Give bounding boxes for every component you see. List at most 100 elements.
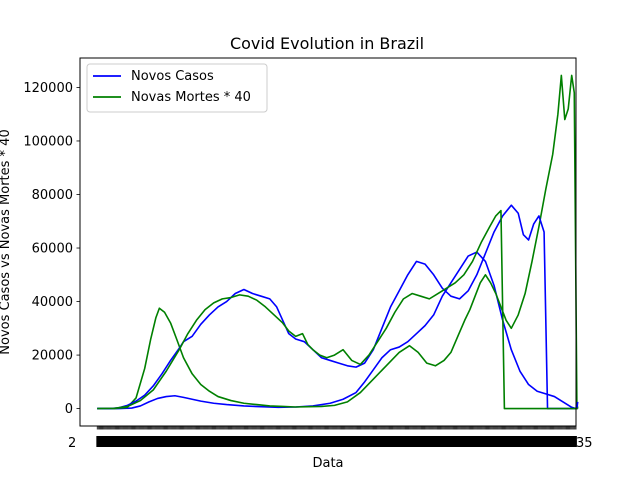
x-tick-label-glyph (156, 436, 158, 447)
x-tick-label-glyph (225, 436, 228, 447)
x-tick-label-glyph (371, 436, 374, 447)
x-tick-label-glyph (496, 436, 498, 447)
y-tick-label: 0 (65, 402, 73, 417)
x-tick-label-glyph (159, 436, 162, 447)
x-tick-label-glyph (288, 436, 291, 447)
x-tick-label-glyph (480, 436, 483, 447)
x-tick-label-glyph (241, 436, 244, 447)
x-tick-label-glyph (120, 436, 123, 447)
x-tick-label-glyph (402, 436, 405, 447)
x-tick-label-left: 2 (68, 436, 76, 451)
x-tick-label-glyph (408, 436, 411, 447)
x-tick-label-glyph (279, 436, 282, 447)
x-tick-label-glyph (271, 436, 274, 447)
x-tick-label-glyph (112, 436, 115, 447)
x-tick-label-glyph (194, 436, 197, 447)
x-tick-label-glyph (213, 436, 216, 447)
x-tick-label-glyph (443, 436, 446, 447)
x-tick-label-glyph (104, 436, 107, 447)
series-layer (97, 74, 579, 410)
x-tick-label-glyph (118, 436, 121, 447)
x-tick-label-glyph (282, 436, 285, 447)
x-tick-label-glyph (333, 436, 335, 447)
x-tick-label-glyph (342, 436, 345, 447)
x-tick-label-glyph (256, 436, 259, 447)
x-tick-label-glyph (367, 436, 369, 447)
x-tick-label-glyph (224, 436, 227, 447)
x-tick-label-glyph (535, 436, 538, 447)
x-tick-label-glyph (143, 436, 146, 447)
x-axis-ticks (96, 426, 577, 447)
x-tick-label-glyph (326, 436, 329, 447)
x-tick-label-glyph (528, 436, 530, 447)
x-tick-label-glyph (354, 436, 357, 447)
x-tick-label-glyph (513, 436, 516, 447)
x-tick-label-glyph (335, 436, 337, 447)
x-tick-label-glyph (207, 436, 210, 447)
x-tick-label-glyph (250, 436, 253, 447)
x-tick-label-glyph (317, 436, 319, 447)
x-tick-label-glyph (318, 436, 320, 447)
x-tick-label-glyph (273, 436, 276, 447)
x-tick-label-glyph (346, 436, 349, 447)
y-tick-label: 40000 (32, 295, 73, 310)
x-tick-label-glyph (494, 436, 496, 447)
x-tick-label-right: 35 (576, 436, 593, 451)
x-tick-label-glyph (465, 436, 468, 447)
x-tick-label-glyph (486, 436, 489, 447)
x-tick-label-glyph (199, 436, 202, 447)
x-tick-label-glyph (366, 436, 368, 447)
x-tick-label-glyph (548, 436, 551, 447)
x-tick-label-glyph (152, 436, 155, 447)
x-tick-label-glyph (222, 436, 224, 447)
x-tick-label-glyph (180, 436, 183, 447)
x-tick-label-glyph (420, 436, 423, 447)
x-tick-label-glyph (385, 436, 388, 447)
x-tick-label-glyph (397, 436, 399, 447)
x-tick-label-glyph (501, 436, 504, 447)
x-tick-label-glyph (226, 436, 229, 447)
x-tick-label-glyph (252, 436, 254, 447)
x-tick-label-glyph (351, 436, 353, 447)
x-tick-label-glyph (149, 436, 152, 447)
x-tick-label-glyph (421, 436, 424, 447)
x-tick-label-glyph (150, 436, 153, 447)
x-tick-label-glyph (281, 436, 284, 447)
x-tick-label-glyph (345, 436, 348, 447)
x-tick-label-glyph (305, 436, 308, 447)
x-tick-label-glyph (277, 436, 280, 447)
x-tick-label-glyph (526, 436, 528, 447)
x-tick-label-glyph (361, 436, 364, 447)
x-tick-label-glyph (208, 436, 211, 447)
x-tick-label-glyph (189, 436, 191, 447)
x-tick-label-glyph (303, 436, 306, 447)
x-tick-label-glyph (105, 436, 108, 447)
x-tick-label-glyph (470, 436, 473, 447)
x-tick-label-glyph (124, 436, 126, 447)
x-tick-label-glyph (417, 436, 420, 447)
x-tick-label-glyph (266, 436, 269, 447)
x-tick-label-glyph (336, 436, 339, 447)
x-tick-label-glyph (517, 436, 520, 447)
x-tick-label-glyph (547, 436, 550, 447)
x-tick-label-glyph (514, 436, 517, 447)
x-tick-label-glyph (500, 436, 503, 447)
x-tick-label-glyph (100, 436, 103, 447)
x-tick-label-glyph (178, 436, 181, 447)
x-tick-label-glyph (393, 436, 396, 447)
y-tick-label: 60000 (32, 242, 73, 257)
x-tick-label-glyph (195, 436, 198, 447)
x-tick-label-glyph (556, 436, 559, 447)
x-tick-label-glyph (453, 436, 456, 447)
x-tick-label-glyph (275, 436, 278, 447)
x-tick-label-glyph (234, 436, 237, 447)
x-tick-label-glyph (359, 436, 362, 447)
x-tick-label-glyph (242, 436, 245, 447)
x-tick-label-glyph (495, 436, 497, 447)
x-tick-label-glyph (258, 436, 261, 447)
x-tick-label-glyph (161, 436, 164, 447)
x-tick-label-glyph (515, 436, 518, 447)
plot-frame (79, 57, 577, 427)
x-tick-label-glyph (126, 436, 129, 447)
x-tick-label-glyph (343, 436, 346, 447)
